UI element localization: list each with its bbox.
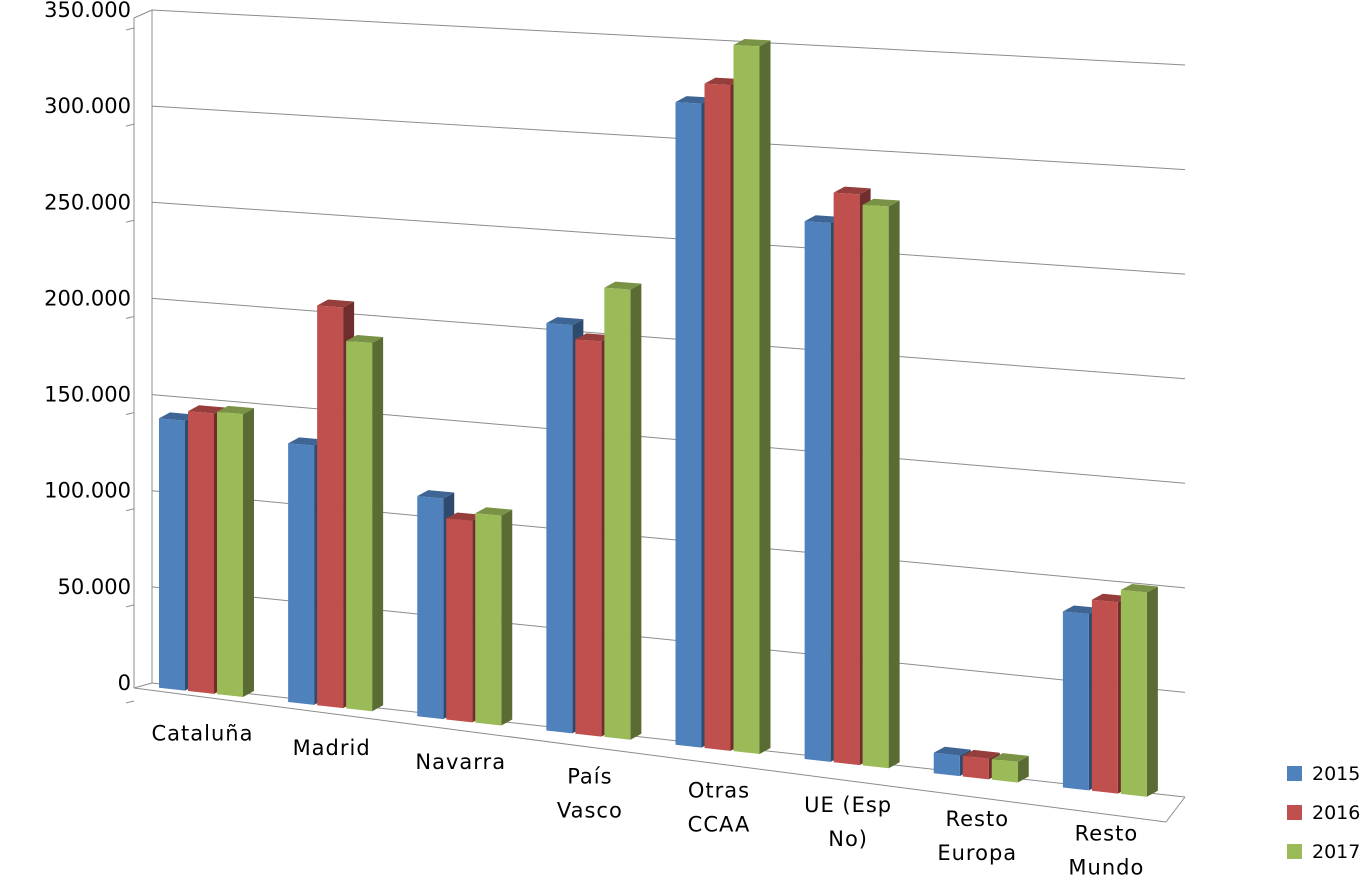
bar [346, 334, 384, 712]
legend-label: 2016 [1312, 802, 1360, 824]
category-label: Resto [1075, 821, 1139, 845]
y-tick-label: 300.000 [44, 94, 131, 118]
legend-swatch [1287, 805, 1302, 820]
category-label: CCAA [688, 813, 751, 837]
gridline [151, 201, 1186, 275]
category-label: Cataluña [152, 722, 254, 746]
y-tick-mark [125, 412, 135, 416]
category-label: Madrid [293, 736, 371, 760]
category-label: Vasco [557, 798, 623, 822]
y-tick-label: 0 [118, 671, 131, 695]
gridline [151, 105, 1186, 171]
y-tick-mark [125, 27, 135, 31]
bar [217, 405, 254, 698]
y-tick-mark [125, 508, 135, 512]
x-axis-line [133, 687, 1167, 823]
legend-label: 2015 [1312, 763, 1360, 785]
gridline [151, 297, 1186, 380]
legend-swatch [1287, 766, 1302, 781]
category-label: Resto [945, 807, 1009, 831]
y-tick-label: 50.000 [58, 575, 131, 599]
category-label: Navarra [415, 750, 506, 774]
category-label: UE (Esp [804, 793, 892, 817]
bar [1120, 583, 1158, 797]
y-tick-label: 250.000 [44, 190, 131, 214]
category-label: País [567, 764, 612, 788]
bar [475, 507, 513, 726]
bars [159, 38, 1158, 797]
y-tick-label: 100.000 [44, 479, 131, 503]
legend-swatch [1287, 844, 1302, 859]
y-tick-mark [125, 315, 135, 319]
legend: 2015 2016 2017 [1287, 763, 1360, 863]
y-tick-label: 350.000 [44, 0, 131, 22]
category-label: Europa [937, 841, 1017, 865]
axes [125, 9, 1186, 823]
bar [862, 198, 900, 769]
category-label: Mundo [1068, 855, 1144, 879]
x-axis-categories: Cataluña Madrid Navarra País Vasco Otras CCAA U… [152, 722, 1144, 880]
gridline [151, 9, 1186, 66]
y-tick-mark [125, 219, 135, 223]
bar [991, 753, 1029, 783]
y-tick-mark [125, 604, 135, 608]
y-axis-ticks: 0 50.000 100.000 150.000 200.000 250.000 300.0… [44, 0, 131, 695]
y-tick-label: 200.000 [44, 286, 131, 310]
y-tick-label: 150.000 [44, 383, 131, 407]
bar [604, 281, 642, 740]
y-tick-mark [125, 123, 135, 127]
category-label: No) [828, 827, 868, 851]
category-label: Otras [688, 779, 750, 803]
bar [733, 38, 771, 755]
y-tick-mark [125, 700, 135, 704]
legend-label: 2017 [1312, 841, 1360, 863]
